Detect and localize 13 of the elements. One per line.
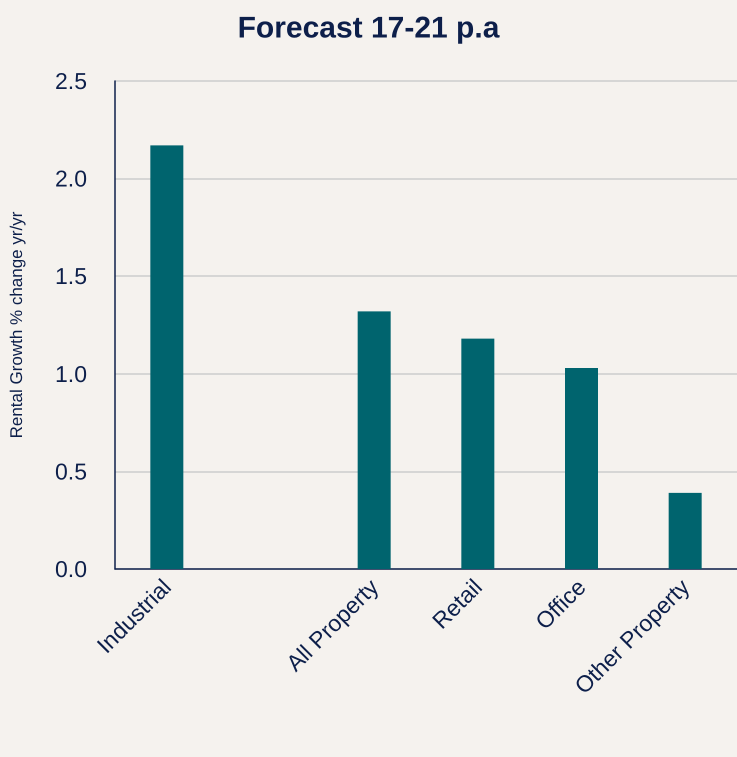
y-tick-label: 2.5 [55, 68, 87, 94]
chart-title: Forecast 17-21 p.a [238, 12, 500, 44]
bar [668, 492, 702, 569]
bar [150, 145, 184, 569]
y-axis-title: Rental Growth % change yr/yr [7, 211, 26, 438]
y-tick-label: 2.0 [55, 166, 87, 192]
y-tick-label: 1.5 [55, 263, 87, 290]
bar [358, 311, 391, 569]
bar [565, 368, 598, 569]
bar [461, 338, 494, 569]
y-tick-label: 1.0 [55, 360, 87, 387]
y-tick-label: 0.0 [55, 556, 87, 582]
y-tick-label: 0.5 [55, 458, 87, 484]
